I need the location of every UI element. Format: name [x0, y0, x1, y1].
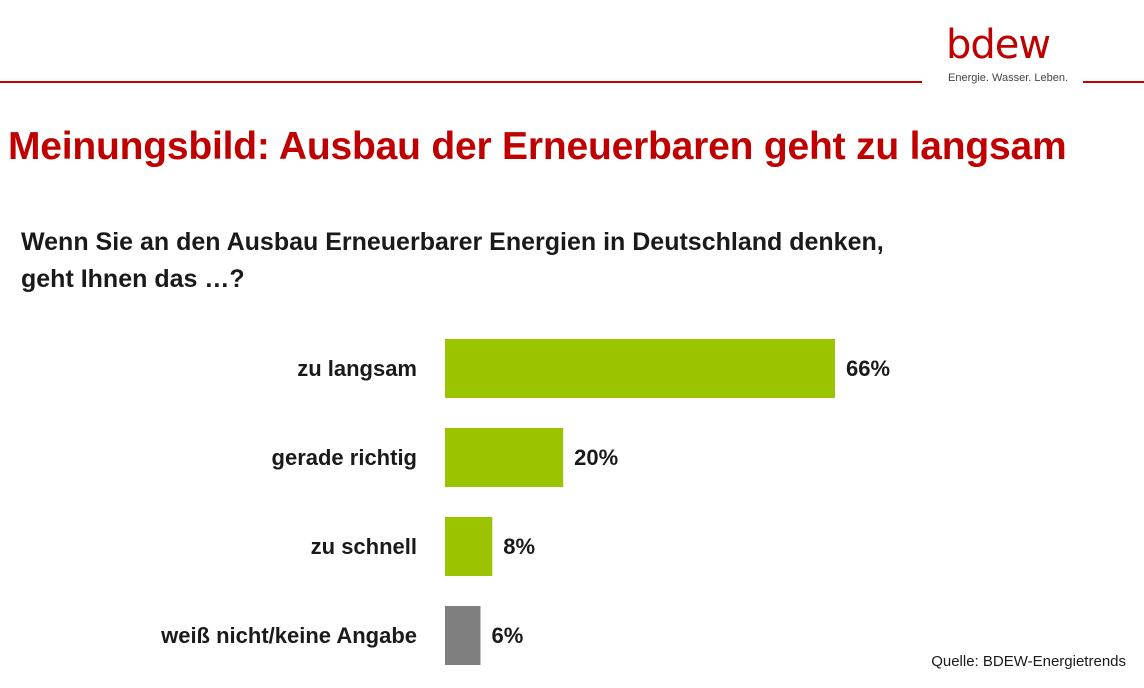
value-label: 66% — [846, 356, 890, 381]
category-label: zu langsam — [297, 356, 417, 381]
bdew-logo: bdew Energie. Wasser. Leben. — [946, 22, 1069, 92]
bar — [445, 339, 835, 398]
source-note: Quelle: BDEW-Energietrends — [931, 653, 1126, 670]
value-label: 8% — [503, 534, 535, 559]
bar — [445, 428, 564, 487]
bar-chart: zu langsam 66% gerade richtig 20% zu schnell… — [160, 339, 890, 665]
category-label: gerade richtig — [272, 445, 417, 470]
survey-question-line-2: geht Ihnen das …? — [21, 265, 245, 293]
header-rule-right — [1083, 81, 1144, 83]
bar — [445, 606, 481, 665]
category-label: zu schnell — [311, 534, 417, 559]
page-title: Meinungsbild: Ausbau der Erneuerbaren ge… — [8, 125, 1067, 168]
survey-question: Wenn Sie an den Ausbau Erneuerbarer Ener… — [21, 224, 1021, 298]
value-label: 6% — [491, 623, 523, 648]
category-label: weiß nicht/keine Angabe — [160, 623, 417, 648]
bar — [445, 517, 493, 576]
survey-question-line-1: Wenn Sie an den Ausbau Erneuerbarer Ener… — [21, 228, 884, 256]
header-rule-left — [0, 81, 922, 83]
logo-tagline: Energie. Wasser. Leben. — [948, 72, 1069, 84]
value-label: 20% — [574, 445, 618, 470]
logo-wordmark: bdew — [946, 22, 1051, 68]
